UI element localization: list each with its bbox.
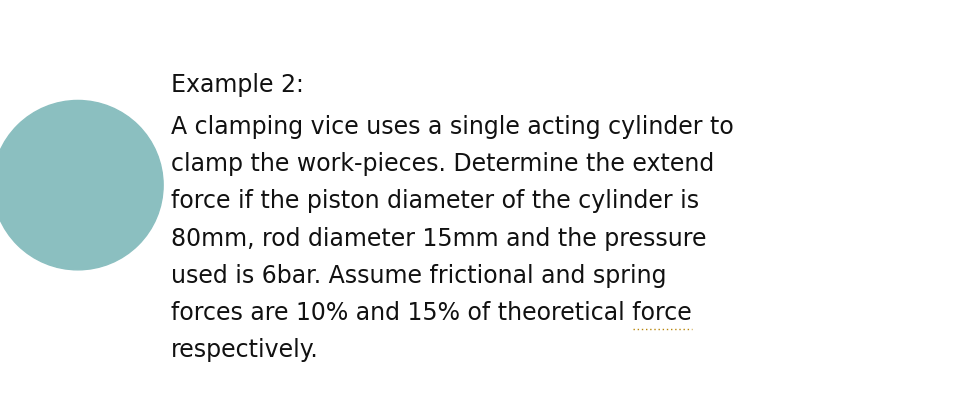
Text: Example 2:: Example 2:: [172, 73, 305, 97]
Text: forces are 10% and 15% of theoretical force: forces are 10% and 15% of theoretical fo…: [172, 301, 692, 325]
Text: 80mm, rod diameter 15mm and the pressure: 80mm, rod diameter 15mm and the pressure: [172, 227, 707, 251]
Text: force if the piston diameter of the cylinder is: force if the piston diameter of the cyli…: [172, 189, 700, 213]
Text: A clamping vice uses a single acting cylinder to: A clamping vice uses a single acting cyl…: [172, 115, 734, 139]
Ellipse shape: [0, 100, 163, 270]
Text: respectively.: respectively.: [172, 338, 319, 362]
Text: clamp the work-pieces. Determine the extend: clamp the work-pieces. Determine the ext…: [172, 152, 714, 176]
Text: used is 6bar. Assume frictional and spring: used is 6bar. Assume frictional and spri…: [172, 264, 667, 288]
